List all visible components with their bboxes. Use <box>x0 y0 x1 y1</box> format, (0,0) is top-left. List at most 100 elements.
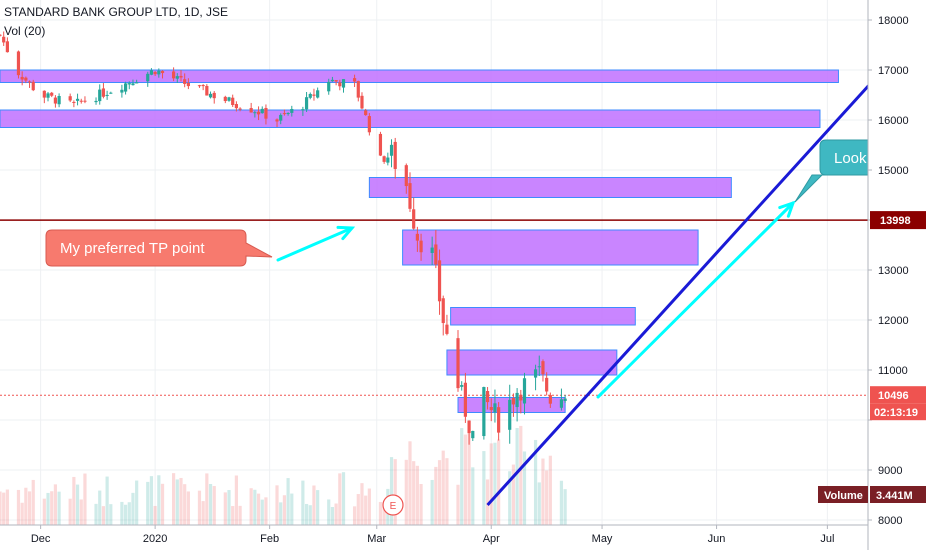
candle-body <box>57 96 61 105</box>
candle-body <box>205 85 209 96</box>
candle-body <box>286 113 290 115</box>
volume-bar <box>197 490 202 525</box>
volume-bar <box>304 503 309 525</box>
volume-bar <box>338 473 342 525</box>
arrow-drawings[interactable] <box>276 200 796 399</box>
candle-body <box>493 403 497 413</box>
candle-body <box>356 81 360 98</box>
candle-body <box>50 92 54 96</box>
earnings-marker[interactable]: E <box>382 494 404 516</box>
candle-body <box>515 392 519 408</box>
candle-body <box>330 79 335 82</box>
trendline[interactable] <box>486 68 884 507</box>
arrow-shaft[interactable] <box>596 201 795 399</box>
volume-bar <box>253 489 257 525</box>
volume-bar <box>352 506 357 525</box>
candle-body <box>360 95 364 109</box>
price-tick-label: 12000 <box>878 315 909 327</box>
volume-bar <box>24 487 28 525</box>
volume-bar <box>382 503 386 525</box>
ascending-trendline[interactable] <box>486 68 884 507</box>
price-tick-label: 16000 <box>878 115 909 127</box>
price-axis[interactable]: 8000 9000 11000 12000 13000 15000 16000 17000 18… <box>818 0 932 550</box>
candle-body <box>105 94 109 96</box>
zone-rectangle[interactable] <box>368 177 732 198</box>
horizontal-level-line[interactable] <box>0 219 868 396</box>
candle-body <box>463 382 467 417</box>
candle-body <box>334 80 338 82</box>
candle-body <box>131 83 135 86</box>
volume-bar <box>511 464 516 525</box>
supply-demand-zones[interactable] <box>0 69 839 413</box>
volume-bar <box>545 470 549 525</box>
volume-bars <box>0 425 567 525</box>
time-axis[interactable]: Dec 2020 Feb Mar Apr May Jun Jul <box>0 524 868 545</box>
candle-body <box>264 107 268 119</box>
candle-body <box>31 81 35 91</box>
volume-bar <box>522 451 527 525</box>
look-callout[interactable]: Look <box>794 139 869 203</box>
volume-bar <box>563 489 567 525</box>
candle-body <box>415 233 419 241</box>
arrow-head[interactable] <box>336 225 356 241</box>
candle-body <box>456 338 460 389</box>
arrow-shaft[interactable] <box>276 226 354 262</box>
volume-bar <box>279 502 283 525</box>
candle-body <box>24 77 28 81</box>
zone-rectangle[interactable] <box>450 307 636 326</box>
candle-body <box>511 398 516 405</box>
last-price-tag[interactable] <box>870 386 926 404</box>
countdown-tag <box>870 403 926 421</box>
volume-bar <box>157 475 161 525</box>
candlestick-series <box>0 31 567 445</box>
zone-rectangle[interactable] <box>0 69 839 83</box>
time-tick-label: Apr <box>483 533 500 545</box>
candle-body <box>98 89 102 102</box>
volume-indicator-label: Vol (20) <box>4 24 46 38</box>
candle-body <box>430 247 434 253</box>
candle-body <box>260 108 264 114</box>
volume-bar <box>205 473 209 525</box>
volume-bar <box>290 493 294 525</box>
volume-bar <box>231 506 235 525</box>
time-tick-label: Feb <box>260 533 279 545</box>
arrow-head[interactable] <box>778 200 796 218</box>
candle-body <box>437 260 442 302</box>
candle-body <box>109 92 113 94</box>
candle-body <box>434 244 438 265</box>
time-tick-label: Mar <box>367 533 386 545</box>
volume-bar <box>282 495 287 525</box>
candle-body <box>75 98 80 101</box>
volume-bar <box>223 492 227 525</box>
candle-body <box>157 70 161 75</box>
volume-bar <box>341 472 346 525</box>
svg-text:E: E <box>390 501 397 512</box>
candle-body <box>419 240 423 253</box>
volume-bar <box>389 457 394 525</box>
volume-bar <box>437 460 442 525</box>
zone-rectangle[interactable] <box>0 109 821 128</box>
zone-rectangle[interactable] <box>402 229 699 266</box>
candle-body <box>312 94 316 96</box>
volume-bar <box>120 501 124 525</box>
price-axis-bg <box>868 0 932 550</box>
volume-bar <box>98 490 102 525</box>
tp-callout[interactable]: My preferred TP point <box>45 229 273 267</box>
candle-body <box>0 34 2 36</box>
volume-bar <box>412 461 416 525</box>
volume-bar <box>131 492 135 525</box>
candle-body <box>367 116 371 133</box>
level-price-tag[interactable] <box>870 211 926 230</box>
zone-rectangle[interactable] <box>446 349 618 376</box>
candle-body <box>408 183 412 209</box>
candle-body <box>42 90 46 98</box>
candle-body <box>352 78 357 82</box>
last-price-tag-text: 10496 <box>878 390 909 402</box>
volume-bar <box>541 458 545 525</box>
price-tick-label: 11000 <box>878 365 908 377</box>
price-tick-label: 9000 <box>878 465 902 477</box>
volume-bar <box>227 490 231 525</box>
candle-body <box>123 83 128 92</box>
level-price-tag-text: 13998 <box>880 215 911 227</box>
